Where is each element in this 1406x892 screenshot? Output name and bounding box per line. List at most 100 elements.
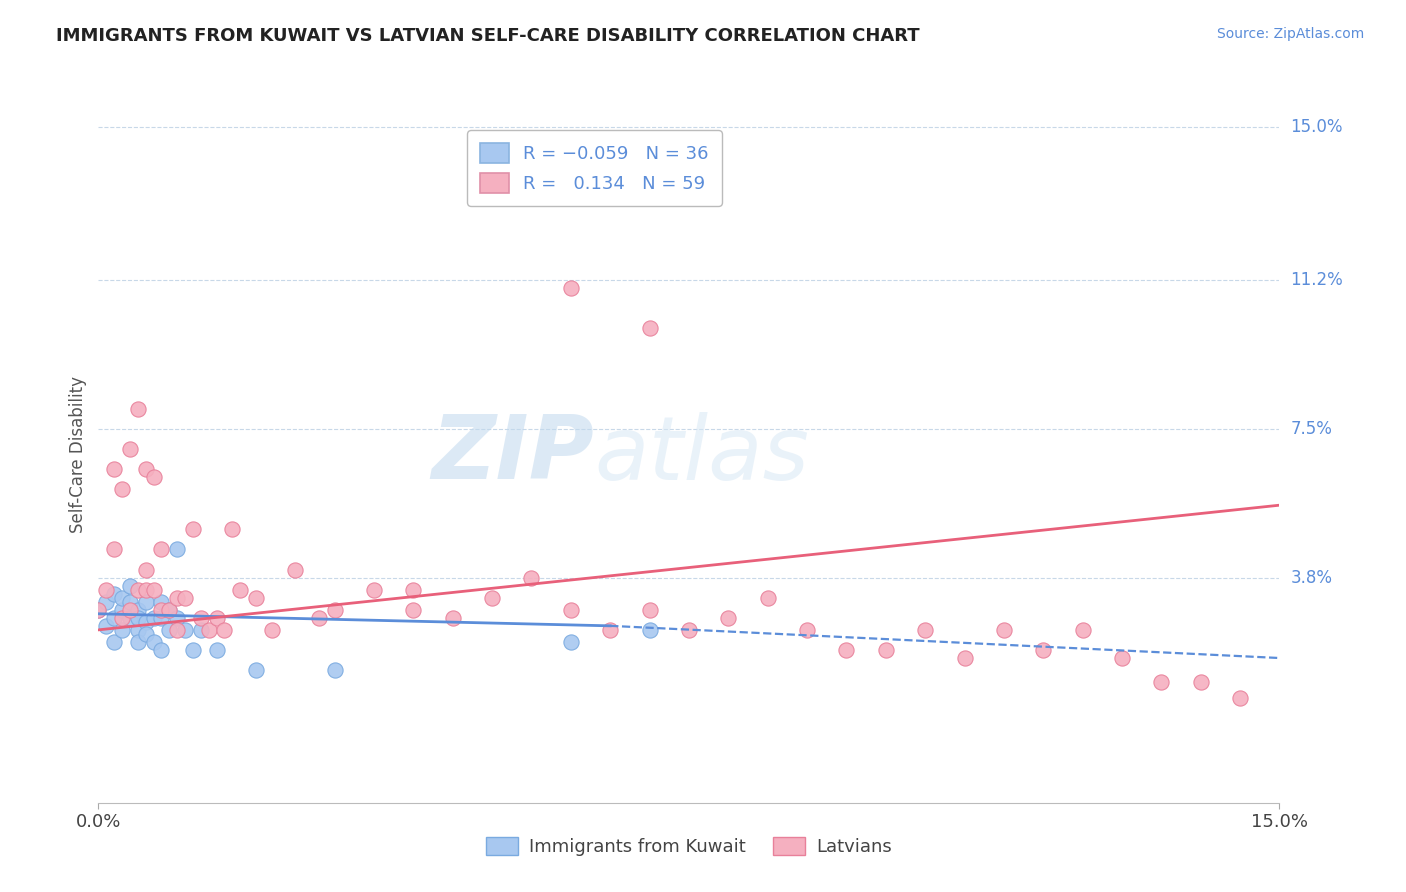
Point — [118, 611, 141, 625]
Point — [1189, 675, 1212, 690]
Point — [135, 562, 157, 576]
Point — [127, 623, 149, 637]
Point — [111, 591, 134, 605]
Point — [150, 643, 173, 657]
Text: 7.5%: 7.5% — [1291, 420, 1333, 438]
Text: 11.2%: 11.2% — [1291, 271, 1343, 289]
Point — [150, 611, 173, 625]
Point — [1111, 651, 1133, 665]
Point — [174, 591, 197, 605]
Point — [260, 623, 283, 637]
Point — [142, 611, 165, 625]
Point — [756, 591, 779, 605]
Point — [87, 603, 110, 617]
Point — [560, 635, 582, 649]
Point — [1032, 643, 1054, 657]
Point — [1150, 675, 1173, 690]
Point — [118, 595, 141, 609]
Point — [157, 623, 180, 637]
Point — [323, 663, 346, 677]
Point — [1229, 691, 1251, 706]
Point — [560, 281, 582, 295]
Point — [1071, 623, 1094, 637]
Text: IMMIGRANTS FROM KUWAIT VS LATVIAN SELF-CARE DISABILITY CORRELATION CHART: IMMIGRANTS FROM KUWAIT VS LATVIAN SELF-C… — [56, 27, 920, 45]
Point — [142, 470, 165, 484]
Point — [914, 623, 936, 637]
Point — [111, 482, 134, 496]
Point — [323, 603, 346, 617]
Point — [103, 462, 125, 476]
Point — [284, 562, 307, 576]
Point — [229, 582, 252, 597]
Point — [103, 587, 125, 601]
Point — [111, 611, 134, 625]
Point — [363, 582, 385, 597]
Point — [308, 611, 330, 625]
Point — [135, 615, 157, 629]
Point — [142, 582, 165, 597]
Point — [111, 623, 134, 637]
Point — [118, 442, 141, 456]
Point — [135, 595, 157, 609]
Text: ZIP: ZIP — [432, 411, 595, 499]
Text: Source: ZipAtlas.com: Source: ZipAtlas.com — [1216, 27, 1364, 41]
Point — [96, 595, 118, 609]
Text: atlas: atlas — [595, 412, 810, 498]
Y-axis label: Self-Care Disability: Self-Care Disability — [69, 376, 87, 533]
Point — [190, 623, 212, 637]
Point — [197, 623, 219, 637]
Point — [481, 591, 503, 605]
Point — [166, 623, 188, 637]
Point — [875, 643, 897, 657]
Point — [245, 591, 267, 605]
Text: 3.8%: 3.8% — [1291, 568, 1333, 587]
Point — [717, 611, 740, 625]
Point — [118, 579, 141, 593]
Point — [835, 643, 858, 657]
Point — [103, 611, 125, 625]
Point — [135, 462, 157, 476]
Point — [127, 603, 149, 617]
Point — [181, 643, 204, 657]
Point — [190, 611, 212, 625]
Point — [157, 603, 180, 617]
Point — [245, 663, 267, 677]
Point — [678, 623, 700, 637]
Point — [127, 582, 149, 597]
Point — [166, 591, 188, 605]
Point — [150, 595, 173, 609]
Point — [174, 623, 197, 637]
Point — [181, 522, 204, 536]
Point — [111, 603, 134, 617]
Point — [127, 401, 149, 416]
Point — [638, 603, 661, 617]
Point — [127, 635, 149, 649]
Point — [796, 623, 818, 637]
Point — [520, 571, 543, 585]
Point — [157, 603, 180, 617]
Point — [638, 623, 661, 637]
Point — [441, 611, 464, 625]
Point — [135, 627, 157, 641]
Point — [96, 582, 118, 597]
Point — [96, 619, 118, 633]
Legend: Immigrants from Kuwait, Latvians: Immigrants from Kuwait, Latvians — [478, 830, 900, 863]
Point — [993, 623, 1015, 637]
Point — [402, 582, 425, 597]
Point — [103, 542, 125, 557]
Point — [205, 643, 228, 657]
Point — [221, 522, 243, 536]
Point — [150, 603, 173, 617]
Point — [87, 603, 110, 617]
Point — [599, 623, 621, 637]
Point — [953, 651, 976, 665]
Point — [166, 542, 188, 557]
Point — [638, 321, 661, 335]
Point — [135, 582, 157, 597]
Point — [150, 542, 173, 557]
Point — [560, 603, 582, 617]
Point — [103, 635, 125, 649]
Point — [205, 611, 228, 625]
Point — [402, 603, 425, 617]
Point — [118, 603, 141, 617]
